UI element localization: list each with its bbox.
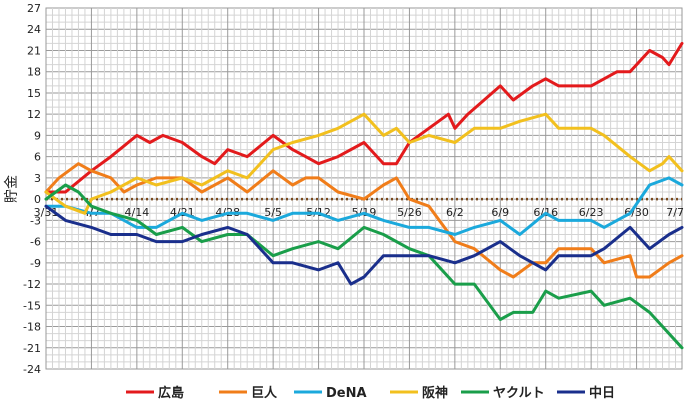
legend-label: 阪神 (422, 385, 448, 401)
y-tick-label: -18 (23, 321, 41, 334)
x-axis-ticks: 3/31 4/7 4/14 4/21 4/28 5/5 5/12 5/19 5/26 6/2 6/9… (34, 206, 684, 219)
x-tick-label: 6/30 (624, 206, 649, 219)
legend-label: DeNA (326, 386, 367, 401)
y-tick-label: -15 (23, 299, 41, 312)
legend-label: 中日 (589, 385, 615, 401)
y-tick-label: 18 (27, 66, 41, 79)
y-tick-label: 12 (27, 108, 41, 121)
series-line (44, 41, 684, 194)
x-tick-label: 6/23 (579, 206, 604, 219)
y-tick-label: 24 (27, 23, 41, 36)
series-line (44, 112, 684, 215)
y-tick-label: 0 (34, 193, 41, 206)
y-tick-label: -21 (23, 342, 41, 355)
legend-label: ヤクルト (493, 386, 545, 401)
x-tick-label: 7/7 (666, 206, 684, 219)
y-tick-label: -3 (30, 214, 41, 227)
series-line (44, 204, 684, 286)
legend-label: 巨人 (251, 385, 278, 401)
y-tick-label: 9 (34, 129, 41, 142)
series-lines (44, 41, 684, 350)
series-line (44, 162, 684, 279)
series-line (44, 183, 684, 350)
x-tick-label: 5/5 (264, 206, 282, 219)
grid (45, 7, 683, 370)
x-tick-label: 6/9 (491, 206, 509, 219)
y-tick-label: 27 (27, 2, 41, 15)
y-tick-label: 6 (34, 151, 41, 164)
x-tick-label: 5/26 (397, 206, 422, 219)
y-tick-label: -9 (30, 257, 41, 270)
series-line (44, 176, 684, 236)
y-axis-label: 貯金 (4, 175, 20, 203)
y-tick-label: -6 (30, 236, 41, 249)
y-tick-label: 3 (34, 172, 41, 185)
y-tick-label: -24 (23, 363, 41, 376)
y-axis-ticks: 27 24 21 18 15 12 9 6 3 0 -3 -6 -9 -12 -15 -18 -21 -24 (23, 2, 41, 376)
y-tick-label: -12 (23, 278, 41, 291)
legend: 広島 巨人 DeNA 阪神 ヤクルト 中日 (126, 385, 615, 401)
y-tick-label: 21 (27, 44, 41, 57)
x-tick-label: 6/2 (446, 206, 464, 219)
x-tick-label: 4/14 (125, 206, 150, 219)
y-tick-label: 15 (27, 87, 41, 100)
legend-label: 広島 (158, 385, 184, 401)
